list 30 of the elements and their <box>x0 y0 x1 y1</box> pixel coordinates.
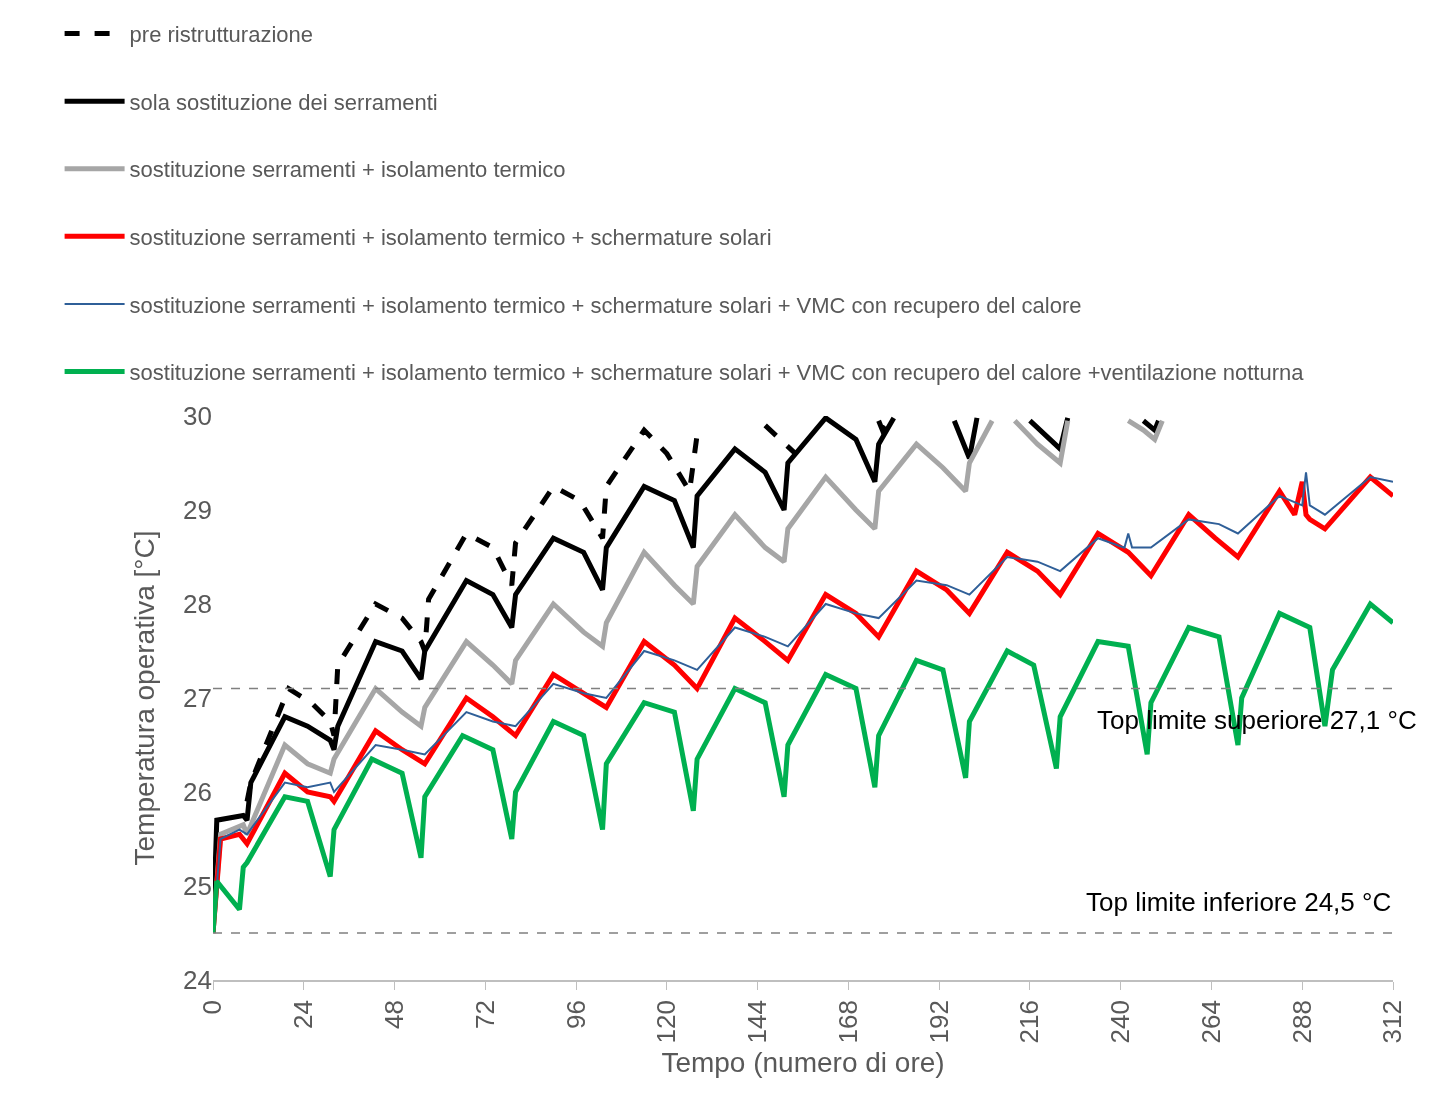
y-tick-label: 28 <box>183 589 212 620</box>
y-tick-label: 25 <box>183 871 212 902</box>
x-tick-label: 72 <box>469 1000 500 1030</box>
x-tick-label: 144 <box>742 1000 773 1044</box>
ref-line-label: Top limite inferiore 24,5 °C <box>1086 887 1392 917</box>
legend-label: sostituzione serramenti + isolamento termico + schermature solari <box>129 224 772 250</box>
x-tick-label: 264 <box>1195 1000 1226 1044</box>
x-tick-label: 288 <box>1286 1000 1317 1044</box>
legend-label: sostituzione serramenti + isolamento termico <box>129 157 566 183</box>
x-tick-label: 240 <box>1105 1000 1136 1044</box>
y-tick-label: 29 <box>183 495 212 526</box>
legend-label: sostituzione serramenti + isolamento termico + schermature solari + VMC con recupero del calore +ventilazione notturna <box>129 360 1305 386</box>
y-tick-label: 27 <box>183 683 212 714</box>
x-tick-label: 24 <box>288 1000 319 1030</box>
legend-label: sostituzione serramenti + isolamento termico + schermature solari + VMC con recupero del calore <box>129 292 1082 318</box>
x-axis-title: Tempo (numero di ore) <box>661 1047 945 1079</box>
x-tick-label: 48 <box>378 1000 409 1030</box>
legend-label: sola sostituzione dei serramenti <box>129 89 438 115</box>
x-tick-label: 312 <box>1377 1000 1408 1044</box>
y-tick-label: 26 <box>183 777 212 808</box>
x-tick-label: 216 <box>1014 1000 1045 1044</box>
y-tick-label: 24 <box>183 965 212 996</box>
x-tick-label: 120 <box>651 1000 682 1044</box>
legend-label: pre ristrutturazione <box>129 22 314 48</box>
y-tick-label: 30 <box>183 401 212 432</box>
x-tick-label: 96 <box>560 1000 591 1030</box>
x-tick-label: 0 <box>197 1000 228 1015</box>
x-tick-label: 192 <box>923 1000 954 1044</box>
x-tick-label: 168 <box>832 1000 863 1044</box>
y-axis-title: Temperatura operativa [°C] <box>128 530 160 866</box>
